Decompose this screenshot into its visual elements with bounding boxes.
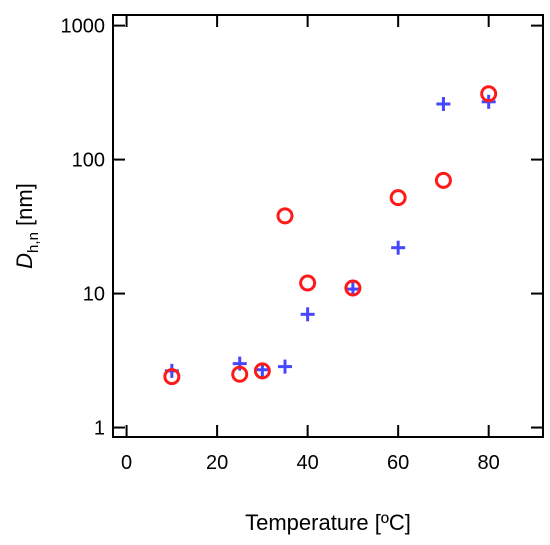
plot-frame bbox=[112, 14, 544, 438]
plus-marker bbox=[391, 240, 406, 255]
circle-marker bbox=[276, 207, 294, 225]
circle-marker bbox=[299, 274, 317, 292]
plus-marker bbox=[436, 96, 451, 111]
y-tick-label: 1000 bbox=[61, 16, 106, 38]
x-tick-label: 60 bbox=[387, 452, 409, 474]
x-tick-label: 80 bbox=[478, 452, 500, 474]
circle-marker bbox=[480, 85, 498, 103]
x-axis-title: Temperature [ºC] bbox=[245, 510, 411, 535]
x-tick-label: 20 bbox=[206, 452, 228, 474]
x-tick-label: 40 bbox=[297, 452, 319, 474]
data-markers bbox=[163, 85, 498, 386]
plus-marker bbox=[278, 359, 292, 374]
y-axis-ticks: 1 10 100 1000 bbox=[61, 16, 543, 440]
y-axis-title-main: D bbox=[12, 253, 37, 269]
circle-marker bbox=[434, 171, 452, 189]
circle-marker bbox=[163, 368, 181, 386]
circle-marker bbox=[253, 362, 271, 380]
circle-marker bbox=[344, 279, 362, 297]
x-axis-ticks: 0 20 40 60 80 bbox=[121, 15, 500, 474]
y-tick-label: 1 bbox=[94, 418, 105, 440]
circle-marker bbox=[389, 189, 407, 207]
y-axis-title-sub: h,n bbox=[25, 232, 42, 253]
y-axis-title-unit: [nm] bbox=[12, 183, 37, 232]
y-axis-title: Dh,n [nm] bbox=[12, 183, 42, 269]
y-tick-label: 10 bbox=[83, 284, 105, 306]
y-tick-label: 100 bbox=[72, 150, 105, 172]
x-tick-label: 0 bbox=[121, 452, 132, 474]
plus-marker bbox=[300, 307, 315, 322]
circle-marker bbox=[231, 365, 249, 383]
